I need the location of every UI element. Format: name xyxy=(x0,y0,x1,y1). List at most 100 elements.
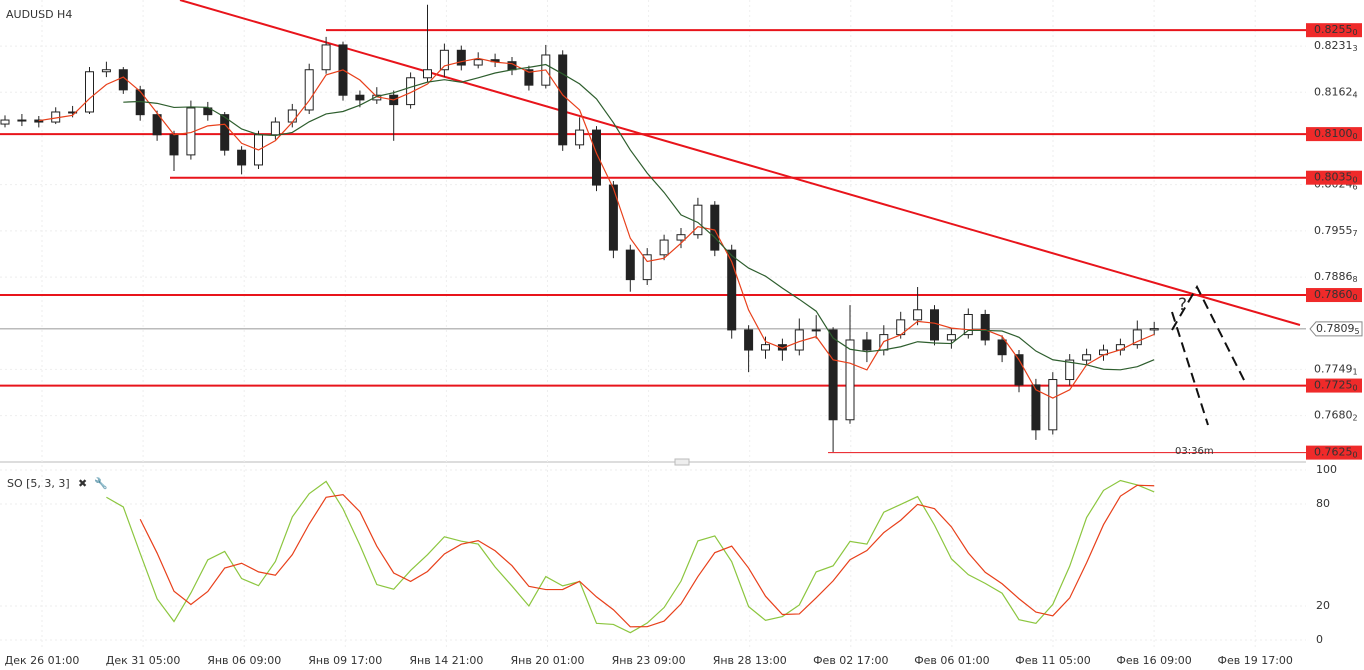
candle-body xyxy=(727,249,737,331)
candle-body xyxy=(1149,328,1159,331)
candle-body xyxy=(456,49,466,66)
candle-body xyxy=(321,44,331,71)
x-tick-label: Янв 06 09:00 xyxy=(207,654,281,667)
y-tick-label: 0.79557 xyxy=(1314,224,1358,238)
candle-body xyxy=(355,94,365,101)
candle-body xyxy=(237,149,247,166)
candle-body xyxy=(845,339,855,421)
candle-body xyxy=(101,69,111,73)
stoch-d xyxy=(139,484,1155,628)
level-label-box xyxy=(1306,23,1362,38)
stoch-k xyxy=(106,479,1155,634)
candle-body xyxy=(963,313,973,336)
level-label-box xyxy=(1306,127,1362,142)
candle-body xyxy=(270,121,280,136)
projection xyxy=(1171,311,1209,426)
x-tick-label: Фев 02 17:00 xyxy=(813,654,888,667)
y-tick-label: 0.82313 xyxy=(1314,39,1358,53)
x-tick-label: Фев 11 05:00 xyxy=(1015,654,1090,667)
y-tick-label: 0.77491 xyxy=(1314,362,1358,376)
candle-body xyxy=(997,339,1007,356)
candle-body xyxy=(777,344,787,351)
candle-body xyxy=(642,254,652,281)
candle-body xyxy=(473,59,483,66)
timer: 03:36m xyxy=(1175,446,1214,457)
x-tick-label: Янв 20 01:00 xyxy=(510,654,584,667)
x-tick-label: Янв 28 13:00 xyxy=(713,654,787,667)
candle-body xyxy=(1048,379,1058,431)
y-tick-label: 0.76802 xyxy=(1314,409,1358,423)
candle-body xyxy=(1065,359,1075,381)
candle-body xyxy=(608,184,618,251)
level-label: 0.81000 xyxy=(1314,127,1358,141)
level-label: 0.77250 xyxy=(1314,379,1358,393)
candle-body xyxy=(1082,354,1092,361)
candle-body xyxy=(980,313,990,341)
level-label-box xyxy=(1306,445,1362,460)
x-tick-label: Дек 26 01:00 xyxy=(5,654,80,667)
candle-body xyxy=(744,329,754,351)
level-label: 0.76250 xyxy=(1314,446,1358,460)
candle-body xyxy=(220,114,230,151)
level-label-box xyxy=(1306,378,1362,393)
candle-body xyxy=(862,339,872,351)
candle-body xyxy=(828,329,838,421)
candle-body xyxy=(693,204,703,236)
settings-icon[interactable]: 🔧 xyxy=(94,476,108,490)
candle-body xyxy=(304,69,314,111)
candle-body xyxy=(524,69,534,86)
close-icon[interactable]: ✖ xyxy=(78,477,87,490)
candle-body xyxy=(287,109,297,123)
candle-body xyxy=(794,329,804,351)
level-label: 0.82550 xyxy=(1314,23,1358,37)
trend-line xyxy=(179,0,1301,326)
candle-body xyxy=(85,71,94,113)
level-label-box xyxy=(1306,170,1362,185)
pane-handle[interactable] xyxy=(674,458,690,466)
y-tick-label: 100 xyxy=(1316,463,1337,476)
slow-ma xyxy=(123,63,1155,371)
y-tick-label: 80 xyxy=(1316,497,1330,510)
candle-body xyxy=(575,129,585,146)
current-price-box xyxy=(1309,321,1363,337)
candle-body xyxy=(423,69,432,79)
candle-body xyxy=(1014,354,1024,386)
candle-body xyxy=(17,119,27,122)
chart-title: AUDUSD H4 xyxy=(6,8,72,21)
candle-body xyxy=(1132,329,1142,346)
projection xyxy=(1171,284,1246,383)
level-label-box xyxy=(1306,288,1362,303)
fast-ma xyxy=(38,57,1155,399)
candle-body xyxy=(913,309,923,321)
indicator-title: SO [5, 3, 3] xyxy=(7,477,70,490)
candle-body xyxy=(811,329,821,332)
candle-body xyxy=(676,234,686,241)
candle-body xyxy=(946,334,956,341)
candle-body xyxy=(152,114,162,136)
x-tick-label: Янв 23 09:00 xyxy=(612,654,686,667)
candle-body xyxy=(659,239,669,256)
candle-body xyxy=(1031,384,1041,431)
candle-body xyxy=(34,119,44,123)
x-tick-label: Дек 31 05:00 xyxy=(106,654,181,667)
y-tick-label: 0 xyxy=(1316,633,1323,646)
candle-body xyxy=(68,111,78,114)
annotation: ? xyxy=(1178,295,1187,315)
candle-body xyxy=(439,49,449,71)
level-label: 0.78600 xyxy=(1314,288,1358,302)
x-tick-label: Фев 19 17:00 xyxy=(1217,654,1292,667)
current-price-label: 0.78095 xyxy=(1316,322,1360,336)
y-tick-label: 0.78868 xyxy=(1314,270,1358,284)
level-label: 0.80350 xyxy=(1314,171,1358,185)
candle-body xyxy=(592,129,601,186)
candle-body xyxy=(710,204,720,251)
x-tick-label: Фев 06 01:00 xyxy=(914,654,989,667)
x-tick-label: Янв 09 17:00 xyxy=(308,654,382,667)
candle-body xyxy=(558,54,568,146)
y-tick-label: 20 xyxy=(1316,599,1330,612)
candle-body xyxy=(169,134,179,156)
x-tick-label: Янв 14 21:00 xyxy=(409,654,483,667)
candle-body xyxy=(0,119,10,125)
